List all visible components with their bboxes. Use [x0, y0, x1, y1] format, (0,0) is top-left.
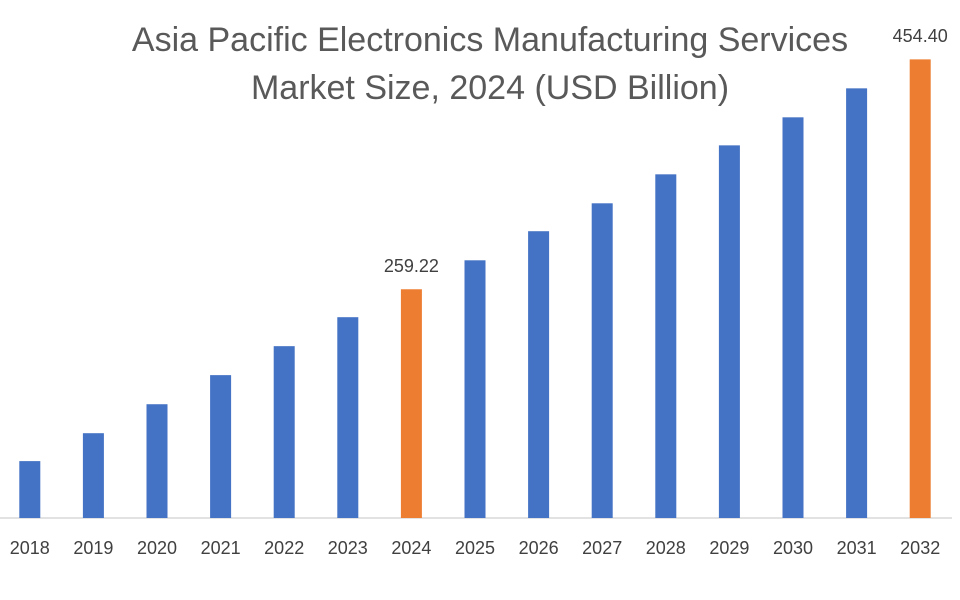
x-tick-label: 2022 — [264, 538, 304, 558]
x-tick-label: 2021 — [201, 538, 241, 558]
bar — [591, 203, 613, 518]
chart-title: Market Size, 2024 (USD Billion) — [251, 69, 729, 107]
bar — [82, 433, 104, 518]
data-label: 454.40 — [893, 26, 948, 46]
bar — [846, 88, 868, 518]
bar — [655, 174, 677, 518]
x-tick-label: 2032 — [900, 538, 940, 558]
x-tick-label: 2018 — [10, 538, 50, 558]
bar — [718, 145, 740, 518]
bar — [210, 375, 232, 518]
bar — [400, 289, 422, 518]
x-tick-label: 2031 — [837, 538, 877, 558]
bar — [464, 260, 486, 518]
x-tick-label: 2023 — [328, 538, 368, 558]
x-tick-label: 2026 — [519, 538, 559, 558]
bar — [337, 317, 359, 518]
x-tick-label: 2024 — [391, 538, 431, 558]
bar — [528, 231, 550, 518]
x-tick-label: 2030 — [773, 538, 813, 558]
x-tick-label: 2025 — [455, 538, 495, 558]
bar — [909, 59, 931, 519]
x-tick-label: 2020 — [137, 538, 177, 558]
x-tick-label: 2028 — [646, 538, 686, 558]
data-label: 259.22 — [384, 256, 439, 276]
bar — [19, 461, 41, 518]
x-tick-label: 2019 — [73, 538, 113, 558]
x-tick-label: 2027 — [582, 538, 622, 558]
chart-title: Asia Pacific Electronics Manufacturing S… — [132, 21, 848, 59]
x-tick-label: 2029 — [709, 538, 749, 558]
bar — [782, 117, 804, 518]
bar — [146, 404, 168, 518]
bar — [273, 346, 295, 518]
